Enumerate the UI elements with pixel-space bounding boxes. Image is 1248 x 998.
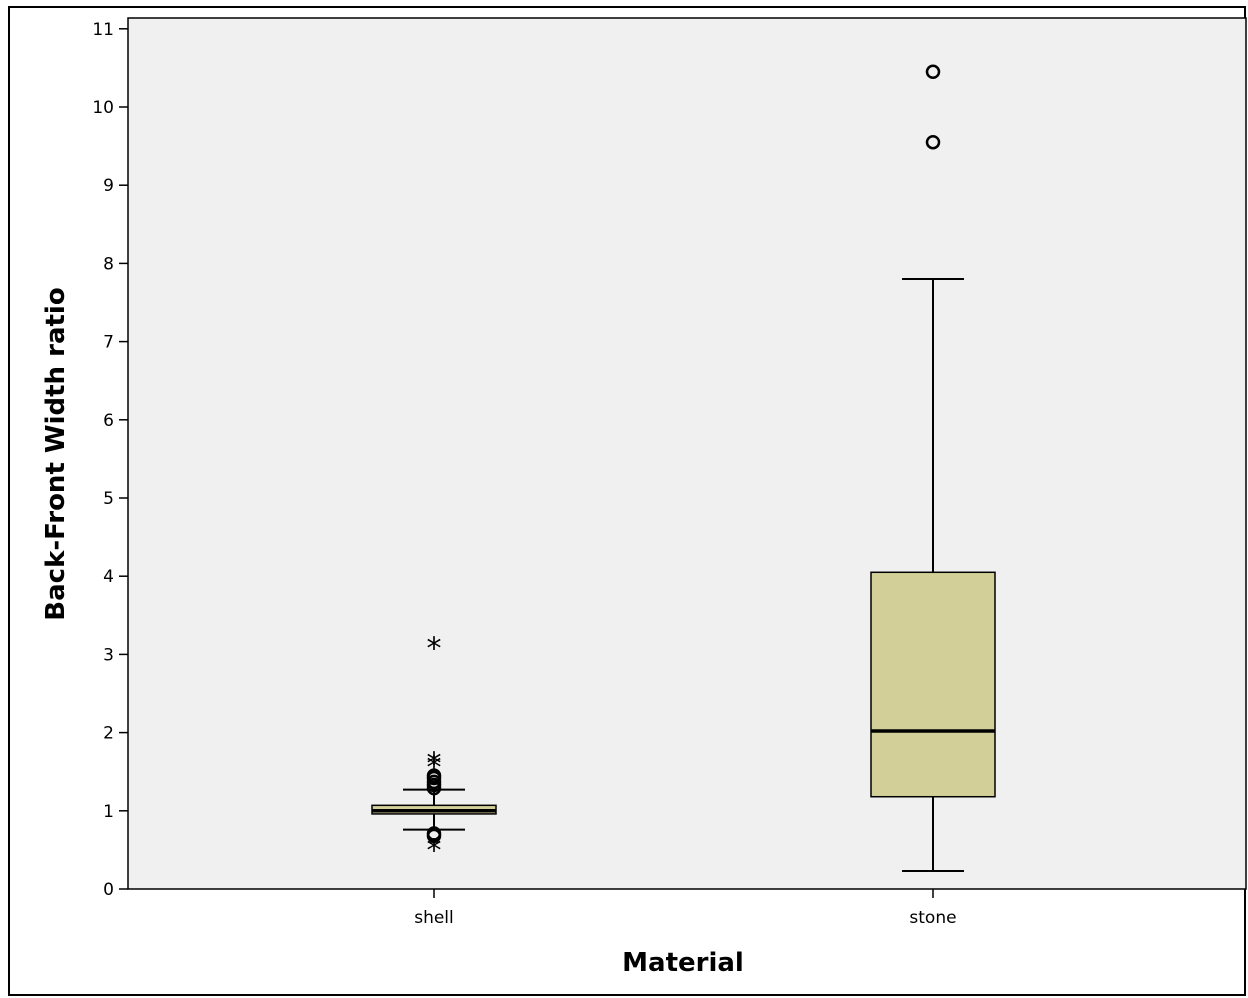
y-tick-label: 7 [103,333,114,353]
x-tick-label: stone [909,908,956,928]
plot-area [127,17,1247,890]
extreme-point: * [427,833,442,868]
x-tick-label: shell [414,908,454,928]
x-axis-title: Material [622,948,744,978]
y-tick-label: 5 [103,489,114,509]
y-tick-label: 10 [92,98,114,118]
y-tick-label: 11 [92,20,114,40]
outlier-point [426,826,442,841]
y-tick-label: 9 [103,176,114,196]
extreme-point: * [427,632,442,667]
box-marks: **** [371,64,996,873]
y-tick-label: 1 [103,802,114,822]
box-stone [870,64,996,873]
y-tick-label: 3 [103,645,114,665]
y-tick-label: 8 [103,254,114,274]
outlier-point [426,768,442,783]
box-iqr [870,571,996,798]
y-tick-label: 4 [103,567,114,587]
y-tick-label: 2 [103,724,114,744]
outlier-point [925,134,941,150]
extreme-point: * [427,747,442,782]
axes: 0 1 2 3 4 5 6 7 8 9 10 11 shell stone [92,20,956,928]
outlier-point [925,64,941,80]
y-axis-title: Back-Front Width ratio [41,287,71,620]
extreme-point: * [427,750,442,785]
box-shell: **** [371,632,497,868]
y-tick-label: 0 [103,880,114,900]
y-tick-label: 6 [103,411,114,431]
